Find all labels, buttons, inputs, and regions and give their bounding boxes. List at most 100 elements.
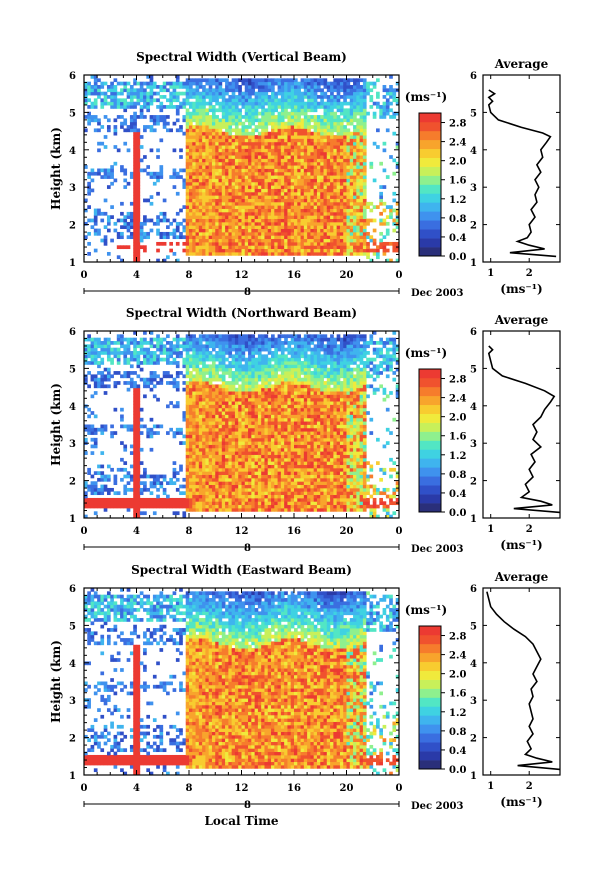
heatmap-cell — [189, 88, 193, 93]
heatmap-cell — [133, 131, 137, 136]
heatmap-cell — [205, 381, 210, 385]
heatmap-cell — [189, 128, 193, 133]
heatmap-cell — [267, 168, 272, 173]
heatmap-cell — [192, 158, 196, 163]
heatmap-cell — [297, 235, 301, 240]
heatmap-cell — [208, 387, 213, 392]
heatmap-cell — [382, 168, 387, 173]
heatmap-cell — [192, 235, 196, 240]
heatmap-cell — [234, 88, 239, 93]
heatmap-cell — [169, 221, 173, 226]
heatmap-cell — [228, 98, 233, 103]
heatmap-cell — [139, 501, 144, 506]
heatmap-cell — [133, 491, 137, 496]
heatmap-cell — [287, 188, 292, 193]
heatmap-cell — [146, 91, 151, 96]
heatmap-cell — [254, 208, 259, 213]
heatmap-cell — [339, 148, 344, 153]
heatmap-cell — [116, 81, 121, 86]
heatmap-cell — [251, 201, 256, 206]
heatmap-cell — [156, 354, 160, 359]
heatmap-cell — [359, 171, 364, 176]
heatmap-cell — [120, 417, 124, 422]
heatmap-cell — [343, 128, 347, 133]
heatmap-cell — [238, 208, 242, 213]
heatmap-cell — [205, 481, 210, 486]
heatmap-cell — [225, 121, 229, 126]
heatmap-cell — [172, 121, 177, 126]
heatmap-cell — [251, 218, 256, 223]
heatmap-cell — [323, 251, 328, 256]
heatmap-cell — [307, 198, 311, 203]
heatmap-cell — [195, 158, 200, 163]
heatmap-cell — [208, 235, 213, 240]
heatmap-cell — [294, 181, 298, 186]
heatmap-cell — [320, 188, 324, 193]
heatmap-cell — [205, 91, 210, 96]
heatmap-cell — [103, 424, 108, 429]
heatmap-cell — [123, 337, 128, 342]
heatmap-cell — [215, 391, 219, 395]
heatmap-cell — [221, 168, 226, 173]
heatmap-cell — [189, 168, 193, 173]
heatmap-cell — [143, 347, 147, 352]
heatmap-cell — [254, 78, 259, 83]
heatmap-cell — [366, 251, 370, 256]
heatmap-cell — [218, 165, 223, 169]
heatmap-cell — [349, 225, 354, 230]
heatmap-cell — [389, 91, 393, 96]
heatmap-cell — [277, 241, 282, 246]
heatmap-cell — [303, 141, 308, 146]
heatmap-cell — [320, 225, 324, 230]
heatmap-cell — [330, 148, 334, 153]
heatmap-cell — [198, 397, 203, 402]
heatmap-cell — [303, 145, 308, 149]
heatmap-cell — [382, 208, 387, 213]
heatmap-cell — [185, 245, 190, 250]
heatmap-cell — [198, 337, 203, 342]
heatmap-cell — [267, 105, 272, 109]
heatmap-cell — [225, 141, 229, 146]
heatmap-cell — [215, 431, 219, 435]
heatmap-cell — [129, 121, 134, 126]
heatmap-cell — [287, 215, 292, 219]
heatmap-cell — [231, 165, 236, 169]
heatmap-cell — [225, 81, 229, 86]
heatmap-cell — [310, 145, 315, 149]
heatmap-cell — [248, 225, 252, 230]
heatmap-cell — [189, 407, 193, 412]
heatmap-cell — [353, 211, 357, 216]
heatmap-cell — [261, 141, 265, 146]
heatmap-cell — [336, 185, 341, 189]
heatmap-cell — [326, 168, 331, 173]
heatmap-cell — [241, 91, 246, 96]
heatmap-cell — [192, 241, 196, 246]
heatmap-cell — [113, 347, 118, 352]
heatmap-cell — [211, 397, 216, 402]
heatmap-cell — [175, 404, 180, 409]
heatmap-cell — [346, 155, 351, 159]
heatmap-cell — [336, 168, 341, 173]
heatmap-cell — [379, 201, 383, 206]
heatmap-cell — [251, 108, 256, 113]
heatmap-cell — [257, 81, 262, 86]
heatmap-cell — [84, 85, 88, 89]
heatmap-cell — [198, 85, 203, 89]
heatmap-cell — [303, 181, 308, 186]
heatmap-cell — [84, 404, 88, 409]
heatmap-cell — [330, 205, 334, 209]
heatmap-cell — [129, 101, 134, 106]
heatmap-cell — [192, 221, 196, 226]
heatmap-cell — [362, 168, 367, 173]
heatmap-cell — [192, 105, 196, 109]
heatmap-cell — [136, 185, 141, 189]
heatmap-cell — [110, 357, 114, 362]
heatmap-cell — [303, 218, 308, 223]
heatmap-cell — [195, 484, 200, 489]
heatmap-cell — [133, 201, 137, 206]
heatmap-cell — [169, 248, 173, 253]
heatmap-cell — [205, 391, 210, 395]
heatmap-cell — [202, 128, 206, 133]
heatmap-cell — [205, 477, 210, 482]
heatmap-cell — [372, 251, 377, 256]
